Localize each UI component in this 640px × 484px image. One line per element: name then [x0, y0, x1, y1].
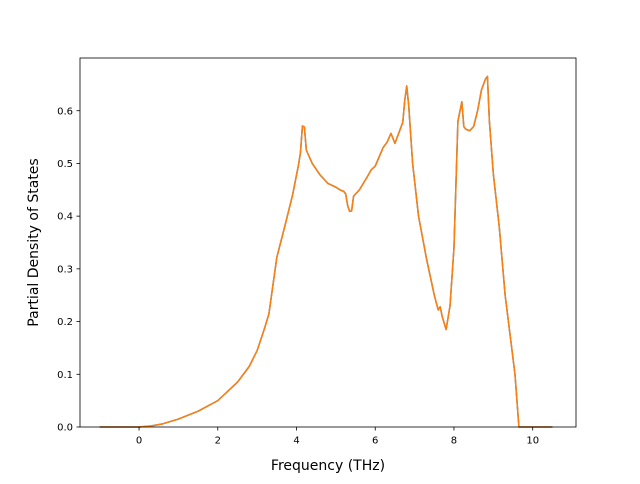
- y-tick-label: 0.6: [57, 106, 73, 117]
- y-tick-label: 0.3: [57, 264, 73, 275]
- y-tick-label: 0.0: [57, 423, 73, 434]
- plot-area-frame: [79, 57, 577, 428]
- y-tick-label: 0.4: [57, 212, 73, 223]
- x-tick-label: 4: [293, 436, 299, 447]
- y-tick-label: 0.2: [57, 317, 73, 328]
- x-tick-label: 10: [526, 436, 539, 447]
- x-tick-label: 6: [372, 436, 378, 447]
- y-axis-label: Partial Density of States: [26, 158, 42, 326]
- x-axis-label: Frequency (THz): [271, 458, 385, 474]
- plot-area-background: [80, 58, 576, 427]
- x-tick-label: 2: [215, 436, 221, 447]
- series-line: [99, 75, 553, 428]
- y-tick-label: 0.5: [57, 159, 73, 170]
- y-tick-label: 0.1: [57, 370, 73, 381]
- x-tick-label: 0: [136, 436, 142, 447]
- x-tick-label: 8: [451, 436, 457, 447]
- ticks-layer: 0 2 4 6 8 10 0.0 0.1 0.2 0.3 0.4 0.5 0.6: [57, 106, 539, 446]
- series-layer: [99, 75, 553, 428]
